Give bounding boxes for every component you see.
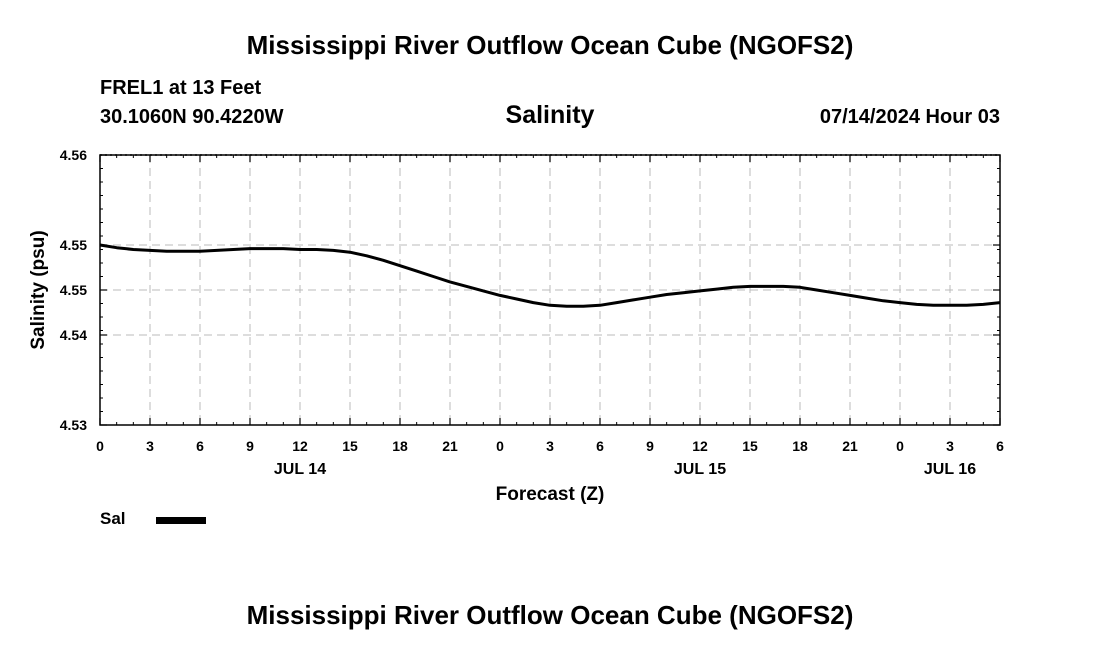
y-axis-label: Salinity (psu) — [28, 230, 49, 349]
forecast-datetime: 07/14/2024 Hour 03 — [819, 106, 1000, 128]
x-tick-label: 9 — [646, 438, 654, 454]
plot-frame — [99, 154, 1001, 426]
y-tick-label: 4.55 — [60, 282, 87, 298]
x-tick-label: 21 — [442, 438, 458, 454]
chart-title: Mississippi River Outflow Ocean Cube (NG… — [246, 30, 854, 60]
x-tick-label: 6 — [996, 438, 1004, 454]
x-tick-label: 6 — [196, 438, 204, 454]
series-line-sal — [99, 243, 1001, 308]
x-tick-label: 3 — [546, 438, 554, 454]
x-tick-label: 9 — [246, 438, 254, 454]
y-tick-label: 4.54 — [60, 327, 87, 343]
y-tick-label: 4.55 — [60, 237, 87, 253]
x-tick-label: 12 — [692, 438, 708, 454]
y-tick-label: 4.56 — [60, 147, 87, 163]
station-label: FREL1 at 13 Feet — [100, 77, 262, 99]
station-coordinates: 30.1060N 90.4220W — [100, 106, 284, 128]
x-tick-label: 3 — [146, 438, 154, 454]
y-tick-label: 4.53 — [60, 417, 87, 433]
legend-label: Sal — [100, 509, 126, 528]
x-tick-label: 15 — [742, 438, 758, 454]
x-tick-label: 0 — [496, 438, 504, 454]
grid — [100, 154, 1000, 425]
tick-labels: 0 3 6 9 12 15 18 21 0 3 6 9 12 15 18 21 0 3 6 JUL 14 JUL 15 J… — [60, 147, 1004, 478]
chart-subtitle: Salinity — [505, 101, 595, 129]
x-date-label: JUL 15 — [674, 461, 726, 478]
legend-swatch — [155, 516, 206, 524]
x-tick-label: 18 — [392, 438, 408, 454]
x-date-label: JUL 14 — [274, 461, 326, 478]
x-tick-label: 21 — [842, 438, 858, 454]
legend: Sal — [100, 509, 206, 529]
x-tick-label: 0 — [96, 438, 104, 454]
x-tick-label: 18 — [792, 438, 808, 454]
series-layer — [99, 243, 1001, 308]
x-tick-label: 6 — [596, 438, 604, 454]
footer-title: Mississippi River Outflow Ocean Cube (NG… — [246, 600, 854, 630]
x-tick-label: 12 — [292, 438, 308, 454]
x-tick-label: 15 — [342, 438, 358, 454]
x-tick-label: 0 — [896, 438, 904, 454]
x-axis-label: Forecast (Z) — [496, 484, 605, 505]
x-tick-label: 3 — [946, 438, 954, 454]
x-date-label: JUL 16 — [924, 461, 976, 478]
